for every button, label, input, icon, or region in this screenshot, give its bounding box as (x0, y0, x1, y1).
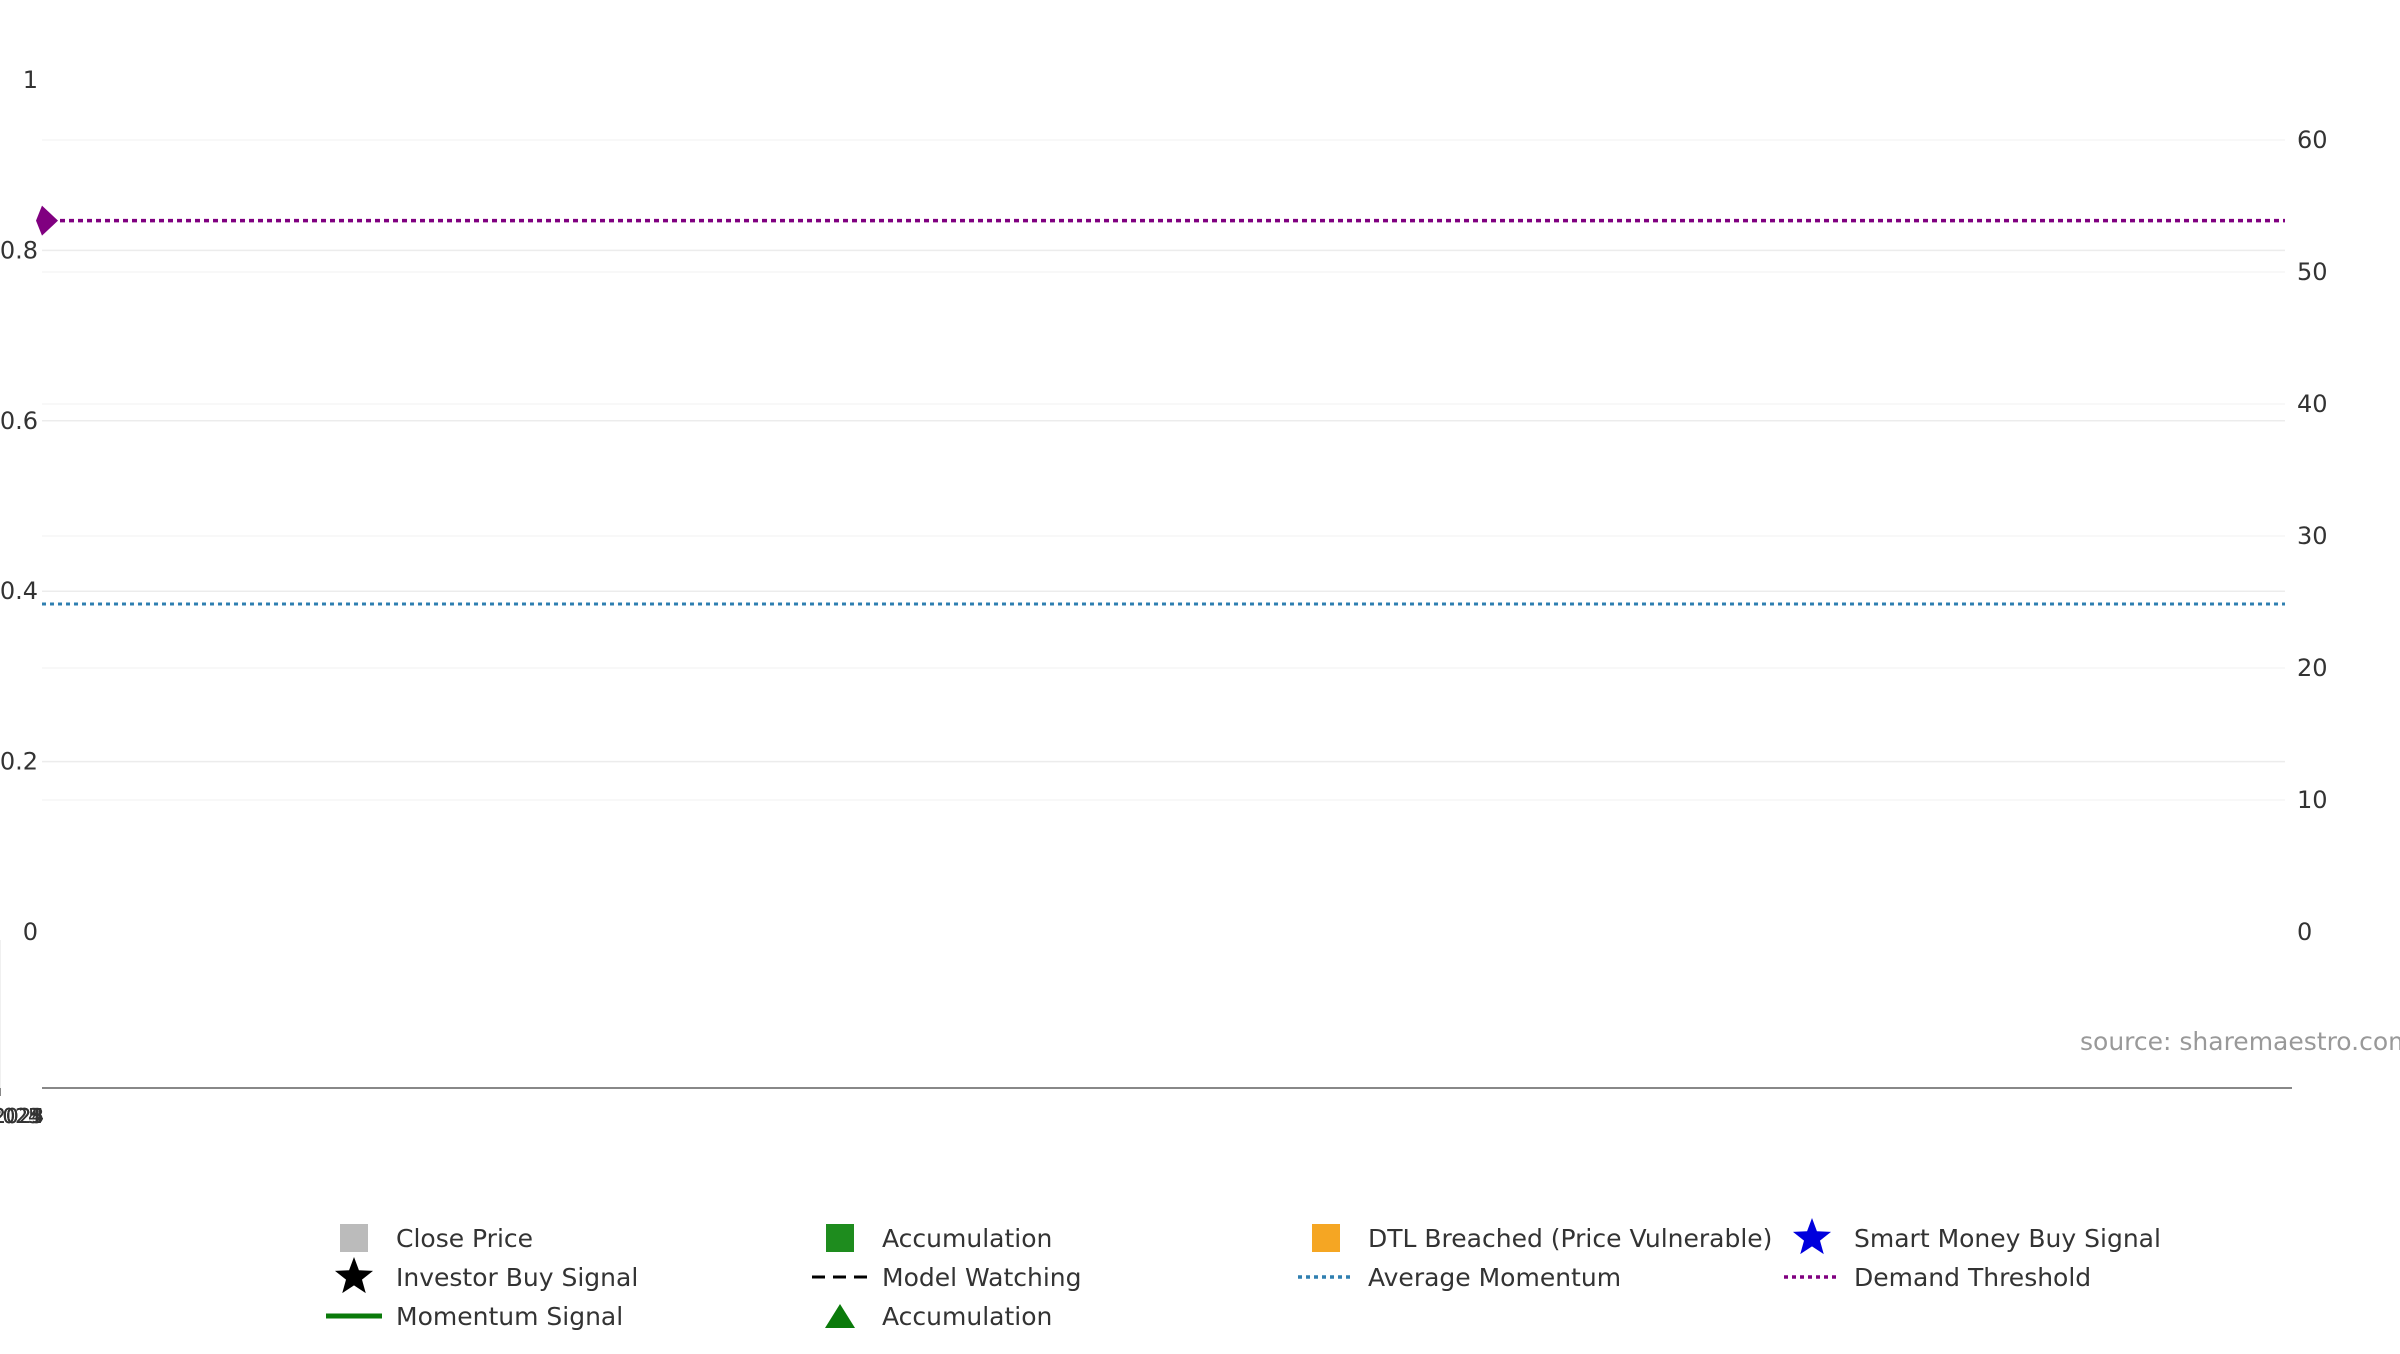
legend-symbol-5 (334, 1257, 374, 1294)
legend-symbol-1 (340, 1224, 368, 1252)
legend-label-7: Average Momentum (1368, 1263, 1621, 1292)
legend-symbol-3 (1312, 1224, 1340, 1252)
right-tick-label: 40 (2297, 390, 2328, 418)
right-tick-label: 30 (2297, 522, 2328, 550)
x-tick-label: Jan 2024 (0, 1104, 44, 1128)
right-tick-label: 0 (2297, 918, 2312, 946)
legend-label-8: Demand Threshold (1854, 1263, 2091, 1292)
legend-label-4: Smart Money Buy Signal (1854, 1224, 2161, 1253)
legend-label-2: Accumulation (882, 1224, 1052, 1253)
line-layer (36, 205, 2285, 606)
source-label: source: sharemaestro.com (2080, 1027, 2400, 1056)
x-tick-label: Jul 2025 (0, 1104, 41, 1128)
grid-layer (0, 139, 2285, 1088)
legend-label-5: Investor Buy Signal (396, 1263, 638, 1292)
right-tick-label: 50 (2297, 258, 2328, 286)
legend-label-10: Accumulation (882, 1302, 1052, 1331)
legend-symbol-2 (826, 1224, 854, 1252)
right-tick-label: 60 (2297, 126, 2328, 154)
right-tick-label: 10 (2297, 786, 2328, 814)
left-tick-label: 0.4 (0, 577, 38, 605)
legend-label-3: DTL Breached (Price Vulnerable) (1368, 1224, 1772, 1253)
left-tick-label: 0.8 (0, 236, 38, 264)
x-tick-label: Jul 2024 (0, 1104, 41, 1128)
legend-label-9: Momentum Signal (396, 1302, 623, 1331)
left-tick-label: 0.6 (0, 407, 38, 435)
legend: Close Price Accumulation DTL Breached (Pri… (326, 1218, 2161, 1331)
legend-label-1: Close Price (396, 1224, 533, 1253)
left-top-label: 1 (23, 66, 38, 94)
right-tick-label: 20 (2297, 654, 2328, 682)
left-tick-label: 0.2 (0, 748, 38, 776)
legend-symbol-4 (1792, 1218, 1832, 1255)
axis-layer: Jan 2023Jul 2023Jan 2024Jul 2024Jan 2025… (0, 66, 2328, 1128)
x-tick-label: Jan 2023 (0, 1104, 44, 1128)
x-tick-label: Jul 2023 (0, 1104, 41, 1128)
left-tick-label: 0 (23, 918, 38, 946)
legend-label-6: Model Watching (882, 1263, 1082, 1292)
demand-threshold-marker (36, 205, 58, 236)
legend-symbol-10 (825, 1304, 855, 1328)
x-tick-label: Jan 2025 (0, 1104, 44, 1128)
